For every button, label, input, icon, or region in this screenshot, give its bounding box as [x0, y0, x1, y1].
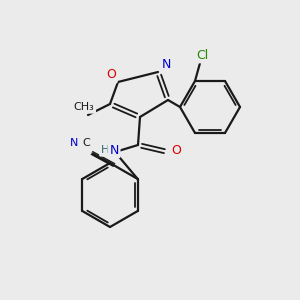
Text: H: H — [101, 145, 109, 155]
Text: N: N — [109, 143, 119, 157]
Text: O: O — [171, 145, 181, 158]
Text: N: N — [161, 58, 171, 71]
Text: O: O — [106, 68, 116, 82]
Text: CH₃: CH₃ — [74, 102, 94, 112]
Text: C: C — [82, 138, 90, 148]
Text: N: N — [70, 138, 78, 148]
Text: Cl: Cl — [196, 49, 208, 62]
